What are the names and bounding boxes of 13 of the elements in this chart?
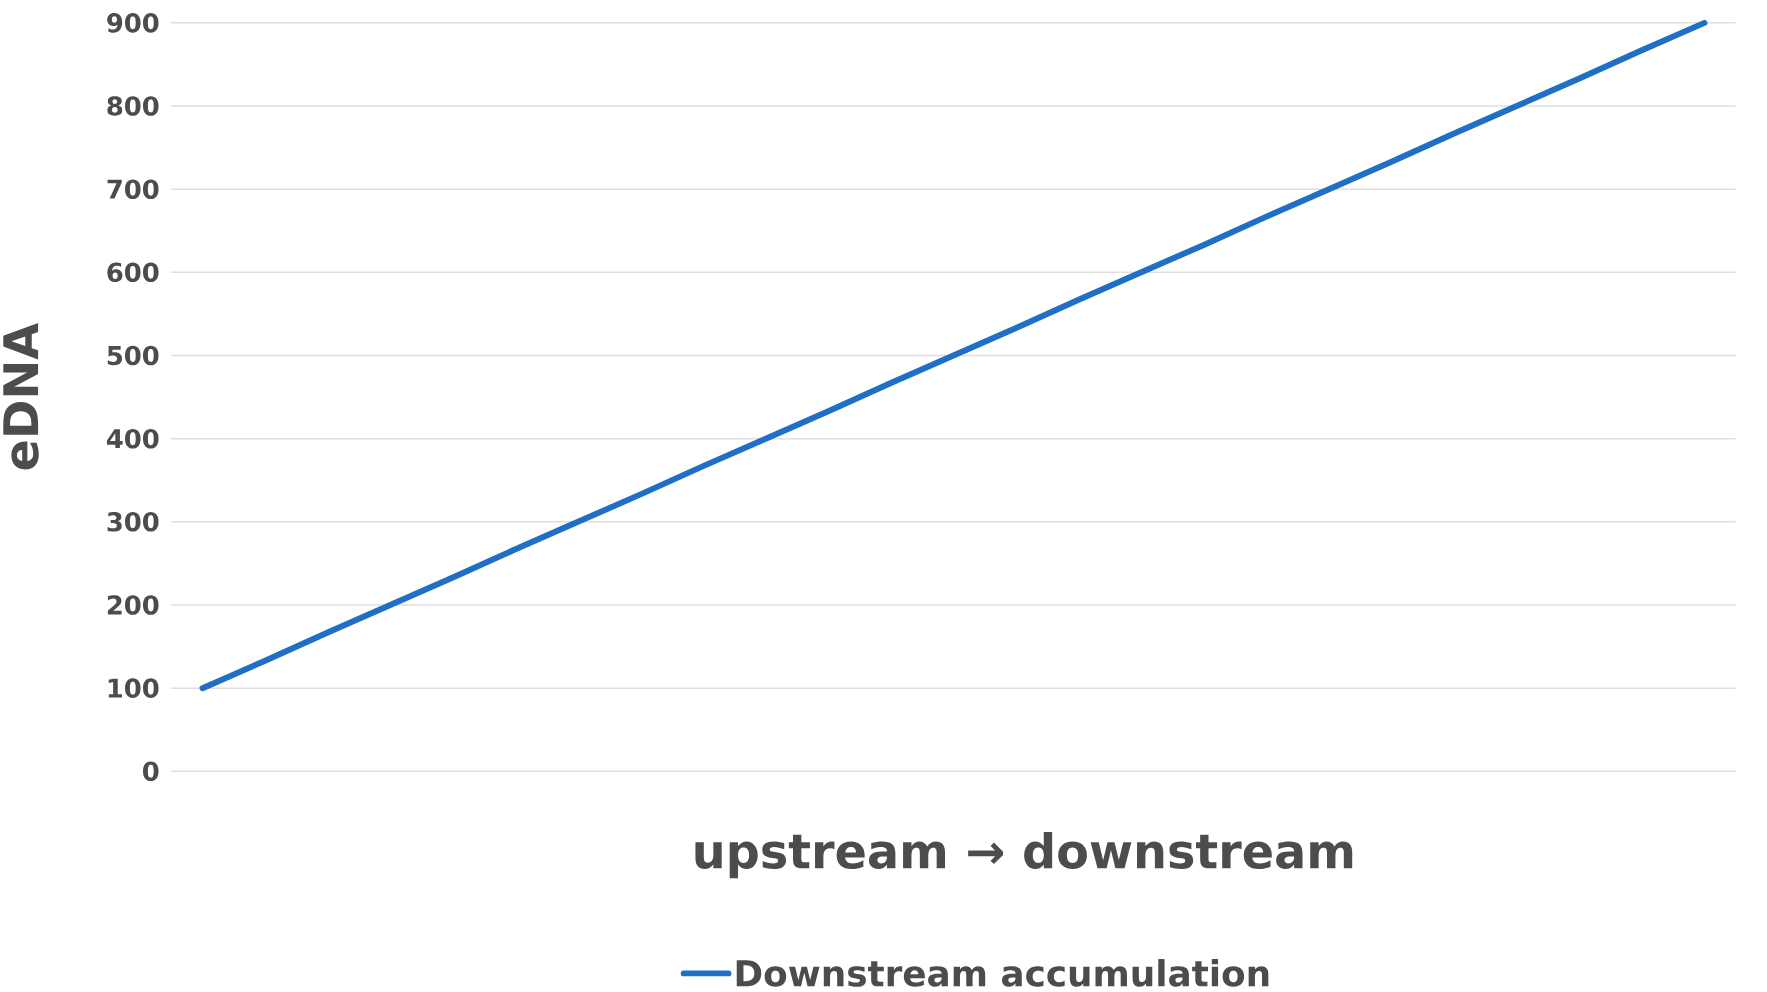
- y-tick-label: 400: [106, 429, 159, 449]
- y-tick-label: 900: [107, 13, 159, 33]
- y-tick-label: 0: [143, 761, 159, 782]
- x-axis-title: upstream → downstream: [695, 832, 1353, 879]
- y-tick-label: 600: [107, 262, 159, 283]
- y-tick-label: 700: [107, 179, 159, 200]
- y-tick-label: 500: [107, 345, 159, 366]
- y-tick-label: 200: [107, 595, 159, 615]
- y-axis-title: eDNA: [3, 323, 39, 470]
- legend-label: Downstream accumulation: [736, 959, 1269, 987]
- y-tick-label: 300: [107, 512, 159, 532]
- y-tick-label: 800: [107, 96, 159, 116]
- y-tick-label: 100: [108, 678, 159, 699]
